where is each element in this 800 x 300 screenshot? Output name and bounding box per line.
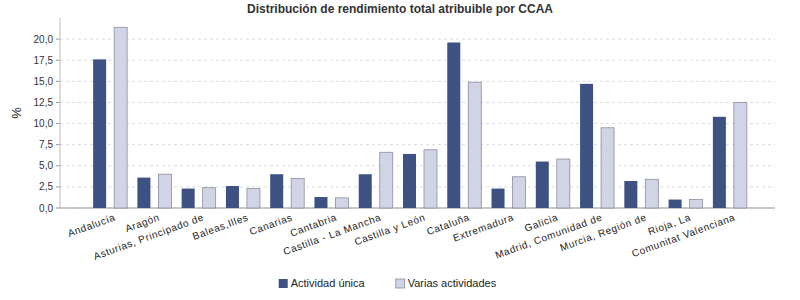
y-tick-label: 12,5 bbox=[34, 97, 54, 108]
y-tick bbox=[56, 144, 60, 145]
bar bbox=[536, 162, 549, 208]
y-tick bbox=[56, 186, 60, 187]
bar bbox=[226, 186, 239, 208]
x-tick-label: Andalucía bbox=[66, 212, 117, 239]
bar bbox=[713, 117, 726, 208]
y-tick-label: 15,0 bbox=[34, 76, 54, 87]
y-tick-label: 2,5 bbox=[39, 181, 53, 192]
bar bbox=[557, 159, 570, 208]
bar bbox=[380, 152, 393, 208]
bar bbox=[158, 174, 171, 208]
x-tick-label: Extremadura bbox=[451, 212, 515, 244]
grid-line bbox=[60, 102, 775, 103]
bar bbox=[447, 42, 460, 208]
y-tick-label: 0,0 bbox=[39, 203, 53, 214]
bar bbox=[734, 102, 747, 208]
y-tick bbox=[56, 123, 60, 124]
bar bbox=[182, 189, 195, 208]
bar bbox=[403, 154, 416, 208]
y-tick-label: 10,0 bbox=[34, 118, 54, 129]
y-tick-label: 17,5 bbox=[34, 55, 54, 66]
legend-label: Actividad única bbox=[291, 277, 366, 289]
legend-swatch bbox=[396, 279, 405, 288]
legend-label: Varias actividades bbox=[408, 277, 497, 289]
y-tick bbox=[56, 102, 60, 103]
bar bbox=[424, 150, 437, 208]
bar bbox=[468, 82, 481, 208]
bar bbox=[335, 198, 348, 208]
grid-line bbox=[60, 165, 775, 166]
bar bbox=[247, 189, 260, 208]
bar bbox=[492, 189, 505, 208]
y-axis-label: % bbox=[9, 107, 24, 119]
bar bbox=[93, 59, 106, 208]
legend-swatch bbox=[279, 279, 288, 288]
bar bbox=[314, 197, 327, 208]
bar bbox=[114, 27, 127, 208]
grid-line bbox=[60, 81, 775, 82]
legend: Actividad única Varias actividades bbox=[279, 277, 497, 289]
bar bbox=[513, 177, 526, 208]
bar bbox=[580, 84, 593, 208]
bar bbox=[291, 178, 304, 208]
y-tick-label: 20,0 bbox=[34, 34, 54, 45]
y-axis-line bbox=[60, 18, 61, 208]
grid-line bbox=[60, 39, 775, 40]
x-tick-label: Canarias bbox=[248, 212, 294, 238]
bar bbox=[203, 188, 216, 208]
x-tick-label: Comunitat Valenciana bbox=[630, 212, 736, 260]
y-tick-label: 5,0 bbox=[39, 160, 53, 171]
chart: Distribución de rendimiento total atribu… bbox=[0, 0, 800, 300]
bar bbox=[601, 128, 614, 208]
grid-line bbox=[60, 60, 775, 61]
x-tick-label: Castilla y León bbox=[353, 212, 427, 248]
bar bbox=[359, 174, 372, 208]
x-tick-label: Baleas,Illes bbox=[191, 212, 250, 242]
title: Distribución de rendimiento total atribu… bbox=[247, 2, 553, 16]
x-tick-label: Asturias, Principado de bbox=[92, 212, 205, 262]
bar bbox=[690, 200, 703, 208]
bar bbox=[645, 179, 658, 208]
bar bbox=[669, 200, 682, 208]
bar bbox=[624, 181, 637, 208]
y-tick bbox=[56, 165, 60, 166]
y-tick bbox=[56, 60, 60, 61]
grid-line bbox=[60, 123, 775, 124]
y-tick bbox=[56, 39, 60, 40]
y-tick-label: 7,5 bbox=[39, 139, 53, 150]
y-tick bbox=[56, 81, 60, 82]
bar bbox=[270, 174, 283, 208]
y-tick bbox=[56, 208, 60, 209]
grid-line bbox=[60, 144, 775, 145]
bar bbox=[137, 178, 150, 208]
